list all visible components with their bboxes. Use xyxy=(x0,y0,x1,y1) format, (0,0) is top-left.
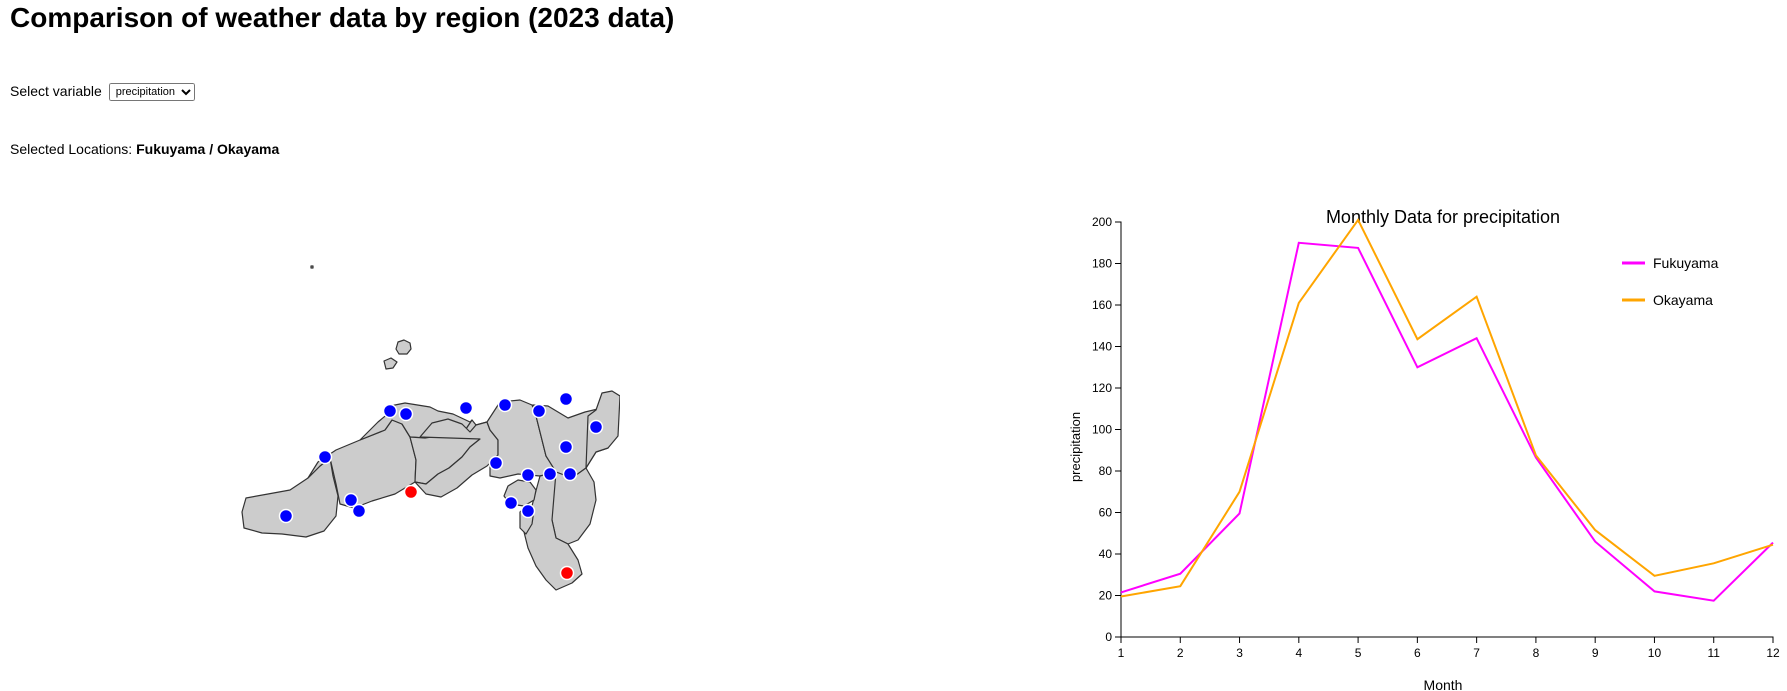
region-map xyxy=(241,265,620,591)
y-tick-label: 60 xyxy=(1099,506,1113,520)
station-marker[interactable] xyxy=(542,466,558,482)
station-marker[interactable] xyxy=(278,508,294,524)
y-axis-label: precipitation xyxy=(1068,412,1083,482)
y-tick-label: 200 xyxy=(1092,215,1112,229)
map-island-small[interactable] xyxy=(383,357,398,370)
y-tick: 40 xyxy=(1099,547,1121,561)
x-tick-label: 10 xyxy=(1648,646,1662,660)
map-islet xyxy=(310,265,314,269)
chart-legend: Fukuyama Okayama xyxy=(1622,255,1719,308)
station-marker-selected[interactable] xyxy=(559,565,575,581)
station-marker[interactable] xyxy=(588,419,604,435)
station-marker[interactable] xyxy=(343,492,359,508)
y-tick: 100 xyxy=(1092,423,1121,437)
x-axis: 1 2 3 4 5 6 7 8 9 10 11 12 xyxy=(1118,636,1780,660)
x-tick-label: 2 xyxy=(1177,646,1184,660)
station-marker[interactable] xyxy=(458,400,474,416)
station-marker[interactable] xyxy=(351,503,367,519)
y-tick: 20 xyxy=(1099,589,1121,603)
x-tick: 9 xyxy=(1592,637,1599,660)
map-prefecture-okayama[interactable] xyxy=(414,418,499,498)
x-tick-label: 1 xyxy=(1118,646,1125,660)
x-tick-label: 6 xyxy=(1414,646,1421,660)
y-tick-label: 20 xyxy=(1099,589,1113,603)
plot-lines xyxy=(1120,217,1774,602)
y-tick: 180 xyxy=(1092,257,1121,271)
x-tick: 4 xyxy=(1295,637,1302,660)
x-tick-label: 4 xyxy=(1295,646,1302,660)
station-marker[interactable] xyxy=(488,455,504,471)
y-tick: 160 xyxy=(1092,298,1121,312)
x-tick-label: 11 xyxy=(1707,646,1720,660)
x-tick: 12 xyxy=(1766,637,1780,660)
variable-select-label: Select variable xyxy=(10,83,102,99)
series-line-fukuyama xyxy=(1120,241,1774,602)
y-tick: 80 xyxy=(1099,464,1121,478)
x-axis-line xyxy=(1120,636,1774,643)
map-stations xyxy=(278,391,604,581)
map-prefecture-kii[interactable] xyxy=(585,390,620,469)
x-tick-label: 12 xyxy=(1766,646,1780,660)
station-marker[interactable] xyxy=(562,466,578,482)
station-marker[interactable] xyxy=(531,403,547,419)
map-prefecture-west[interactable] xyxy=(241,457,339,538)
station-marker[interactable] xyxy=(558,439,574,455)
y-tick-label: 180 xyxy=(1092,257,1112,271)
x-tick: 8 xyxy=(1533,637,1540,660)
x-tick-label: 3 xyxy=(1236,646,1243,660)
x-axis-label: Month xyxy=(1424,677,1463,691)
legend-label: Fukuyama xyxy=(1653,255,1719,271)
x-tick: 1 xyxy=(1118,637,1125,660)
station-marker[interactable] xyxy=(497,397,513,413)
selected-locations-row: Selected Locations: Fukuyama / Okayama xyxy=(10,141,279,157)
variable-select[interactable]: precipitation xyxy=(108,83,195,102)
x-tick: 11 xyxy=(1707,637,1720,660)
selected-locations-label: Selected Locations: xyxy=(10,141,133,157)
y-axis: 0 20 40 60 80 100 120 140 160 180 200 xyxy=(1092,215,1122,644)
station-marker-selected[interactable] xyxy=(403,484,419,500)
station-marker[interactable] xyxy=(520,467,536,483)
selected-locations-value: Fukuyama / Okayama xyxy=(136,141,280,157)
map-regions xyxy=(241,265,620,591)
y-tick: 120 xyxy=(1092,381,1121,395)
x-tick-label: 7 xyxy=(1473,646,1480,660)
station-marker[interactable] xyxy=(503,495,519,511)
y-tick-label: 160 xyxy=(1092,298,1112,312)
y-tick: 200 xyxy=(1092,215,1121,229)
x-tick-label: 5 xyxy=(1355,646,1362,660)
variable-selector-row: Select variable precipitation xyxy=(10,83,195,102)
station-marker[interactable] xyxy=(317,449,333,465)
y-tick: 0 xyxy=(1105,630,1121,644)
line-chart: Monthly Data for precipitation 020406080… xyxy=(1068,207,1780,691)
y-tick: 140 xyxy=(1092,340,1121,354)
y-tick-label: 140 xyxy=(1092,340,1112,354)
y-tick-label: 80 xyxy=(1099,464,1113,478)
y-tick-label: 0 xyxy=(1105,630,1112,644)
x-tick: 10 xyxy=(1648,637,1662,660)
map-island-north[interactable] xyxy=(395,339,412,355)
y-tick: 60 xyxy=(1099,506,1121,520)
station-marker[interactable] xyxy=(382,403,398,419)
legend-label: Okayama xyxy=(1653,292,1713,308)
y-tick-label: 40 xyxy=(1099,547,1113,561)
y-tick-label: 100 xyxy=(1092,423,1112,437)
x-tick: 6 xyxy=(1414,637,1421,660)
chart-title: Monthly Data for precipitation xyxy=(1326,207,1560,227)
y-tick-label: 120 xyxy=(1092,381,1112,395)
x-tick: 2 xyxy=(1177,637,1184,660)
x-tick-label: 8 xyxy=(1533,646,1540,660)
station-marker[interactable] xyxy=(520,503,536,519)
page-title: Comparison of weather data by region (20… xyxy=(10,2,675,33)
station-marker[interactable] xyxy=(398,406,414,422)
x-tick: 5 xyxy=(1355,637,1362,660)
series-line-okayama xyxy=(1120,217,1774,598)
x-tick: 7 xyxy=(1473,637,1480,660)
station-marker[interactable] xyxy=(558,391,574,407)
x-tick: 3 xyxy=(1236,637,1243,660)
x-tick-label: 9 xyxy=(1592,646,1599,660)
